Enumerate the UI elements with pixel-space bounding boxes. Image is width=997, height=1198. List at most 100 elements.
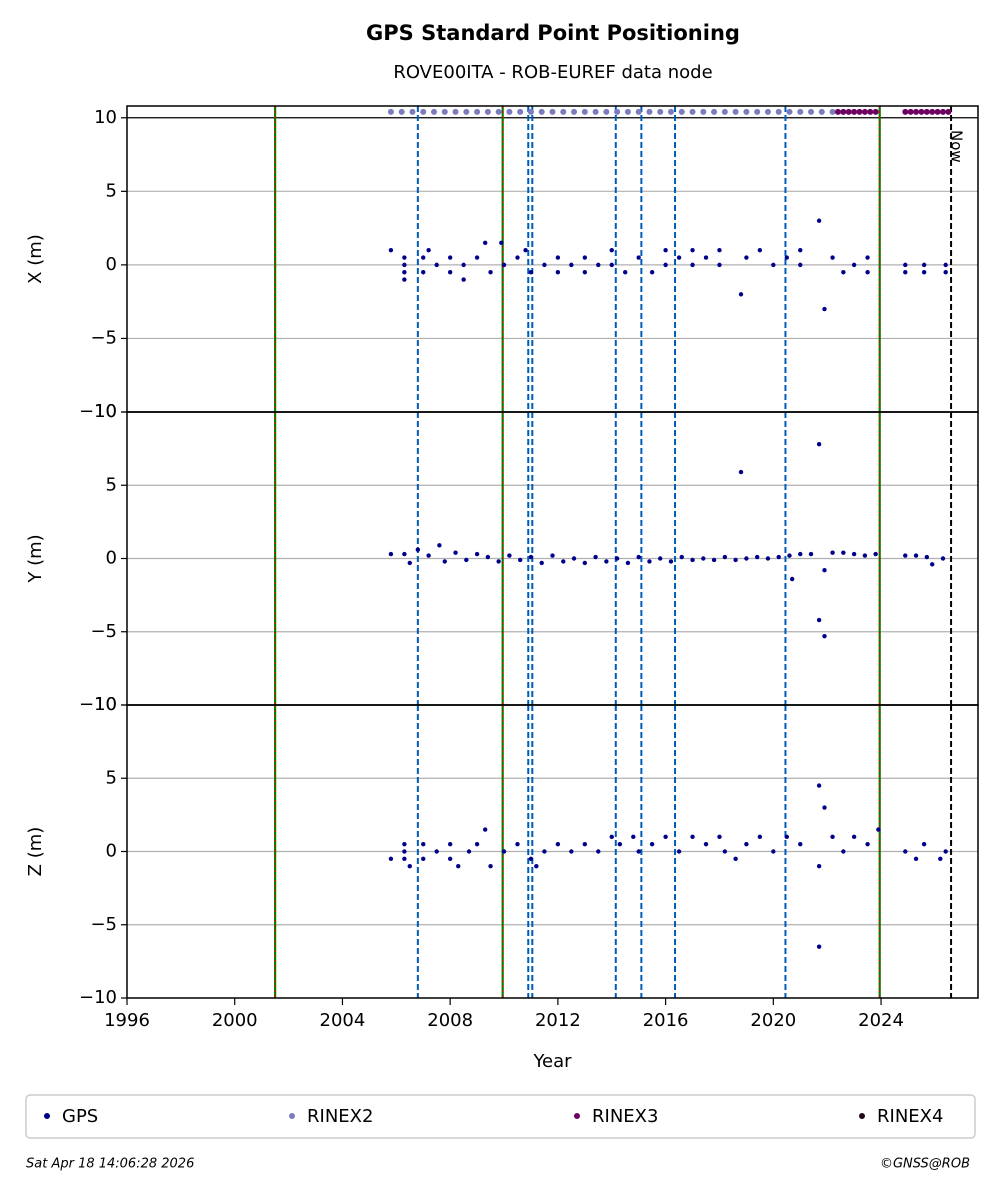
data-point	[938, 856, 943, 862]
data-point	[690, 262, 695, 268]
x-tick-label: 2016	[643, 1010, 689, 1031]
data-point	[771, 262, 776, 268]
data-point	[528, 270, 534, 275]
data-point	[402, 856, 407, 862]
data-point	[703, 255, 709, 260]
data-point	[738, 292, 744, 297]
data-point	[604, 559, 609, 564]
data-point	[830, 834, 835, 840]
data-point	[690, 834, 695, 840]
data-point	[402, 277, 407, 282]
footer-date: Sat Apr 18 14:06:28 2026	[26, 1157, 194, 1172]
data-point	[816, 863, 822, 869]
now-label: Now	[948, 130, 966, 163]
x-tick-label: 2008	[427, 1010, 473, 1031]
data-point	[402, 551, 407, 557]
data-point	[822, 633, 827, 639]
legend-marker	[289, 1113, 295, 1119]
data-point	[456, 863, 461, 869]
data-point	[776, 554, 781, 560]
data-point	[865, 841, 870, 847]
data-point	[789, 576, 795, 582]
y-axis-label: Z (m)	[25, 827, 46, 877]
plot-frame	[126, 105, 979, 413]
data-point	[840, 108, 847, 115]
data-point	[784, 834, 789, 840]
y-tick-label: −10	[79, 694, 117, 715]
data-point	[830, 550, 835, 555]
data-point	[929, 108, 936, 115]
data-point	[614, 556, 620, 561]
data-point	[582, 270, 588, 275]
data-point	[447, 255, 453, 260]
y-tick-label: −10	[79, 987, 117, 1008]
data-point	[798, 551, 803, 557]
data-point	[402, 849, 407, 854]
data-point	[876, 827, 881, 832]
data-point	[624, 108, 631, 115]
data-point	[506, 108, 513, 115]
footer-credit: ©GNSS@ROB	[880, 1157, 970, 1172]
data-point	[851, 834, 857, 840]
data-point	[940, 556, 946, 561]
data-point	[722, 554, 728, 560]
legend-label: RINEX4	[877, 1106, 943, 1127]
y-tick-label: 0	[106, 548, 117, 569]
y-tick-label: 5	[106, 180, 117, 201]
data-point	[798, 841, 803, 847]
x-tick-label: 1996	[104, 1010, 150, 1031]
data-point	[861, 108, 868, 115]
data-point	[700, 108, 707, 115]
data-point	[474, 841, 480, 847]
data-point	[924, 554, 930, 560]
data-point	[663, 247, 668, 253]
data-point	[402, 262, 407, 268]
x-tick-label: 2024	[858, 1010, 904, 1031]
data-point	[862, 553, 868, 558]
data-point	[744, 841, 749, 847]
data-point	[943, 849, 948, 854]
data-point	[501, 849, 507, 854]
data-point	[474, 255, 480, 260]
data-point	[517, 108, 524, 115]
data-point	[738, 469, 744, 475]
data-point	[903, 849, 908, 854]
data-point	[582, 841, 588, 847]
data-point	[757, 247, 763, 253]
data-point	[903, 553, 908, 558]
data-point	[934, 108, 941, 115]
data-point	[581, 108, 588, 115]
data-point	[609, 262, 614, 268]
data-point	[461, 262, 466, 268]
data-point	[609, 834, 614, 840]
data-point	[421, 841, 426, 847]
y-tick-label: −5	[90, 621, 117, 642]
data-point	[787, 553, 792, 558]
data-point	[539, 560, 544, 566]
data-point	[657, 108, 664, 115]
data-point	[903, 262, 908, 268]
data-point	[571, 556, 577, 561]
data-point	[744, 255, 749, 260]
data-point	[527, 108, 534, 115]
data-point	[517, 557, 523, 563]
legend-box	[25, 1094, 976, 1139]
data-point	[717, 834, 722, 840]
chart-title: GPS Standard Point Positioning	[366, 21, 740, 45]
data-point	[907, 108, 914, 115]
y-tick-label: 10	[94, 401, 117, 422]
data-point	[830, 255, 835, 260]
data-point	[569, 849, 574, 854]
data-point	[743, 108, 750, 115]
data-point	[676, 849, 682, 854]
data-point	[560, 108, 567, 115]
data-point	[913, 553, 919, 558]
data-point	[865, 270, 870, 275]
y-tick-label: 0	[106, 841, 117, 862]
data-point	[388, 247, 394, 253]
legend-label: GPS	[62, 1106, 98, 1127]
data-point	[757, 834, 763, 840]
data-point	[596, 849, 601, 854]
data-point	[717, 262, 722, 268]
